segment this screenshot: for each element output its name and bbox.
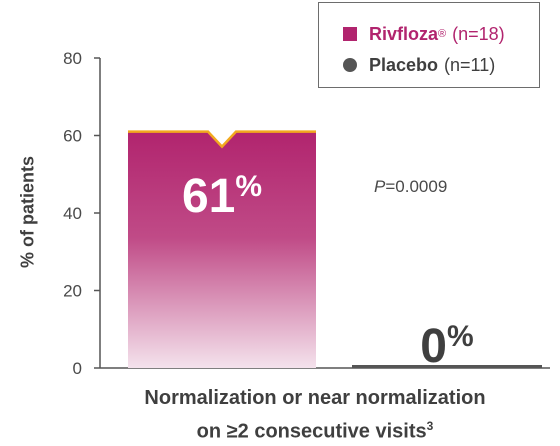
y-axis-label: % of patients [17, 155, 38, 269]
x-axis-label: Normalization or near normalization on ≥… [0, 384, 560, 446]
data-label-placebo: 0% [420, 320, 473, 373]
x-axis-label-line2: on ≥2 consecutive visits3 [196, 419, 434, 443]
y-tick-label: 20 [63, 282, 82, 301]
y-tick-label: 40 [63, 204, 82, 223]
legend-label-placebo: Placebo [369, 54, 439, 75]
x-axis-label-line1: Normalization or near normalization [144, 387, 486, 409]
bar-placebo [352, 365, 542, 368]
legend-item-rivfloza: Rivfloza ® (n=18) [343, 21, 505, 47]
y-tick-label: 60 [63, 127, 82, 146]
legend-n-rivfloza: (n=18) [452, 23, 505, 44]
legend-n-placebo: (n=11) [444, 54, 496, 75]
legend: Rivfloza ® (n=18) Placebo (n=11) [318, 2, 540, 88]
y-tick-label: 80 [63, 49, 82, 68]
data-label-rivfloza: 61% [182, 170, 262, 223]
circle-marker-icon [343, 58, 357, 72]
bar-rivfloza-top-edge [128, 130, 316, 149]
legend-item-placebo: Placebo (n=11) [343, 52, 495, 78]
registered-mark: ® [438, 28, 447, 40]
footnote-superscript: 3 [426, 419, 434, 433]
square-marker-icon [343, 27, 357, 41]
y-tick-label: 0 [73, 359, 82, 378]
bar-rivfloza [128, 131, 316, 368]
p-value-annotation: P=0.0009 [374, 177, 447, 196]
legend-label-rivfloza: Rivfloza [369, 23, 439, 44]
